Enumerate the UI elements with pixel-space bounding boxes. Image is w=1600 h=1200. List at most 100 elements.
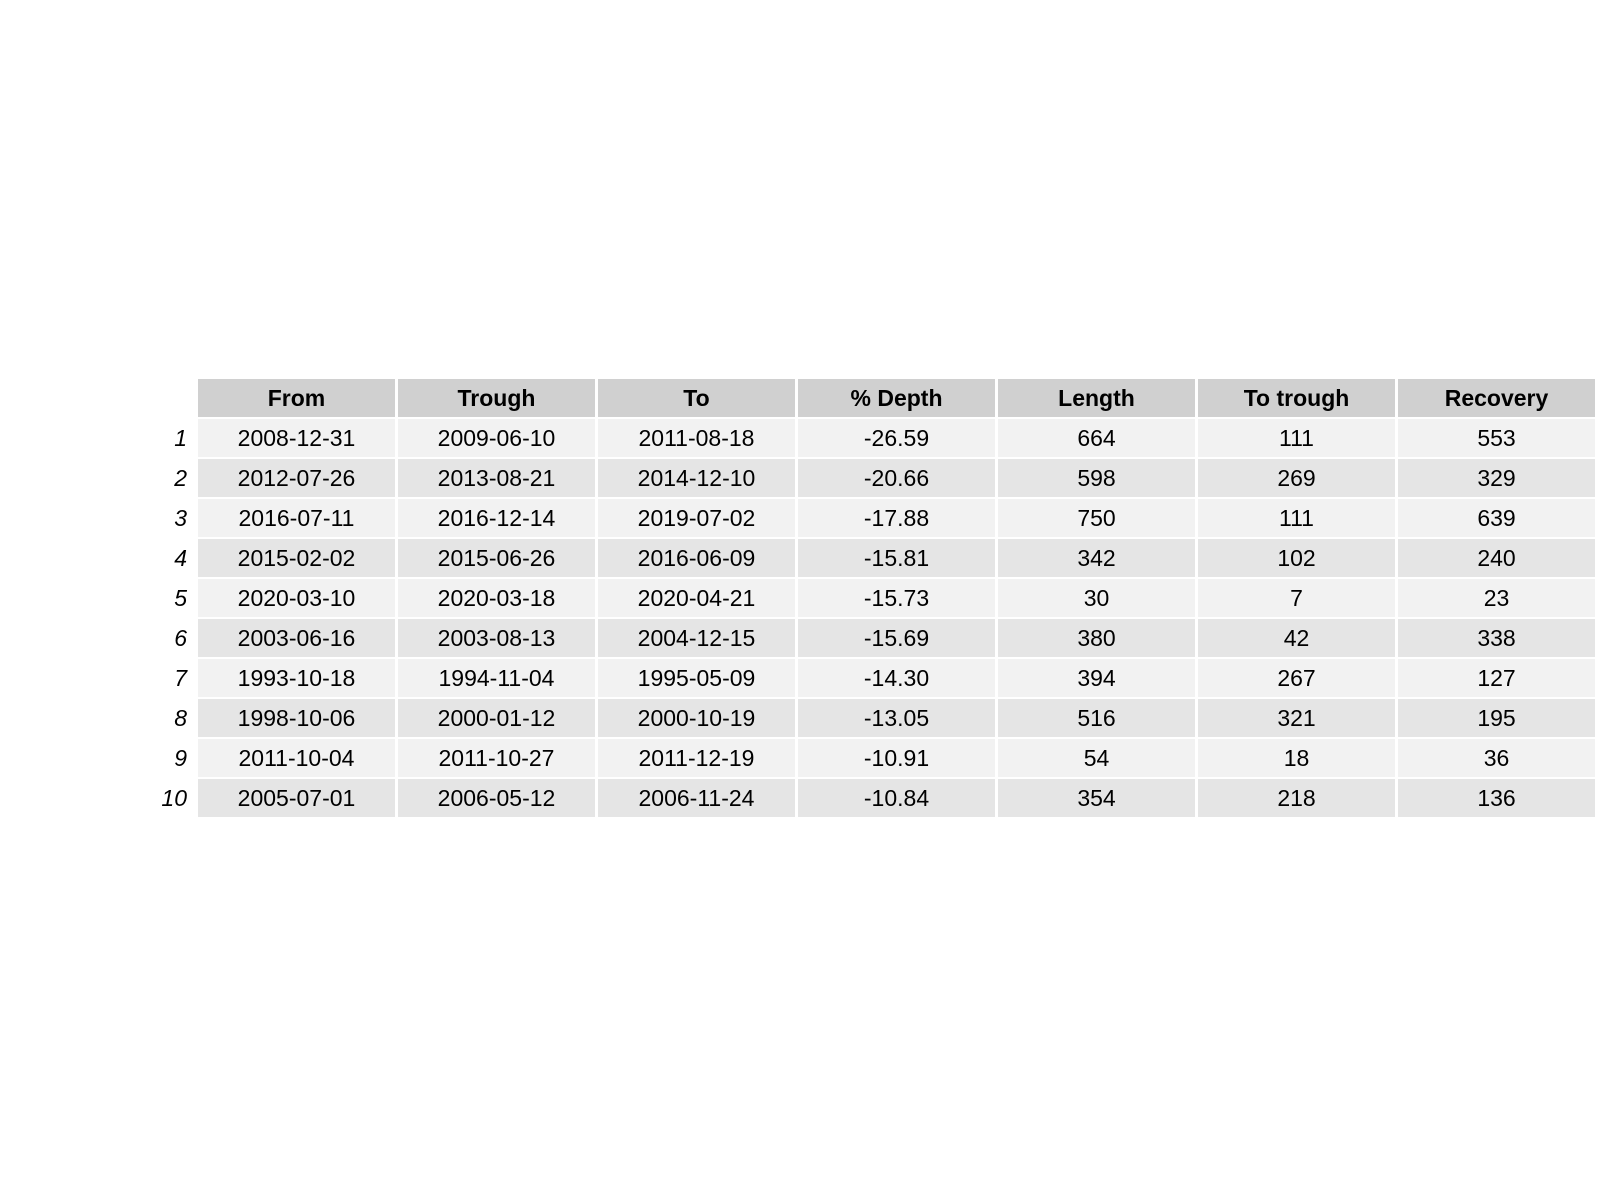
- table-body: 1 2008-12-31 2009-06-10 2011-08-18 -26.59 664…: [158, 419, 1595, 817]
- cell-depth: -10.91: [798, 739, 995, 777]
- cell-trough: 2009-06-10: [398, 419, 595, 457]
- cell-to-trough: 111: [1198, 419, 1395, 457]
- cell-to: 2020-04-21: [598, 579, 795, 617]
- row-label: 4: [174, 544, 187, 571]
- cell-length: 516: [998, 699, 1195, 737]
- cell-depth: -15.69: [798, 619, 995, 657]
- table-row: 3 2016-07-11 2016-12-14 2019-07-02 -17.88 750…: [158, 499, 1595, 537]
- cell-recovery: 23: [1398, 579, 1595, 617]
- cell-from: 2016-07-11: [198, 499, 395, 537]
- cell-trough: 2006-05-12: [398, 779, 595, 817]
- cell-to-trough: 42: [1198, 619, 1395, 657]
- cell-to-trough: 267: [1198, 659, 1395, 697]
- cell-trough: 2016-12-14: [398, 499, 595, 537]
- row-label: 5: [174, 584, 187, 611]
- cell-to: 2014-12-10: [598, 459, 795, 497]
- cell-length: 342: [998, 539, 1195, 577]
- cell-to: 2016-06-09: [598, 539, 795, 577]
- cell-trough: 1994-11-04: [398, 659, 595, 697]
- cell-recovery: 338: [1398, 619, 1595, 657]
- cell-trough: 2003-08-13: [398, 619, 595, 657]
- column-header-to-trough: To trough: [1198, 379, 1395, 417]
- row-label: 9: [174, 744, 187, 771]
- cell-recovery: 127: [1398, 659, 1595, 697]
- cell-recovery: 240: [1398, 539, 1595, 577]
- cell-from: 1998-10-06: [198, 699, 395, 737]
- column-header-trough: Trough: [398, 379, 595, 417]
- cell-depth: -20.66: [798, 459, 995, 497]
- cell-trough: 2013-08-21: [398, 459, 595, 497]
- cell-to-trough: 218: [1198, 779, 1395, 817]
- cell-to-trough: 111: [1198, 499, 1395, 537]
- cell-length: 598: [998, 459, 1195, 497]
- cell-from: 2020-03-10: [198, 579, 395, 617]
- cell-to-trough: 321: [1198, 699, 1395, 737]
- cell-length: 30: [998, 579, 1195, 617]
- cell-trough: 2020-03-18: [398, 579, 595, 617]
- cell-from: 1993-10-18: [198, 659, 395, 697]
- cell-depth: -17.88: [798, 499, 995, 537]
- cell-from: 2003-06-16: [198, 619, 395, 657]
- row-label: 7: [174, 664, 187, 691]
- column-header-from: From: [198, 379, 395, 417]
- cell-to: 2006-11-24: [598, 779, 795, 817]
- cell-recovery: 136: [1398, 779, 1595, 817]
- cell-recovery: 329: [1398, 459, 1595, 497]
- cell-depth: -15.73: [798, 579, 995, 617]
- cell-to: 2004-12-15: [598, 619, 795, 657]
- row-label: 8: [174, 704, 187, 731]
- column-header-length: Length: [998, 379, 1195, 417]
- cell-trough: 2000-01-12: [398, 699, 595, 737]
- cell-to: 2011-12-19: [598, 739, 795, 777]
- cell-from: 2012-07-26: [198, 459, 395, 497]
- table-row: 4 2015-02-02 2015-06-26 2016-06-09 -15.81 342…: [158, 539, 1595, 577]
- cell-from: 2005-07-01: [198, 779, 395, 817]
- cell-depth: -10.84: [798, 779, 995, 817]
- cell-depth: -13.05: [798, 699, 995, 737]
- cell-depth: -26.59: [798, 419, 995, 457]
- cell-to-trough: 269: [1198, 459, 1395, 497]
- table-row: 9 2011-10-04 2011-10-27 2011-12-19 -10.91 54 1…: [158, 739, 1595, 777]
- cell-length: 750: [998, 499, 1195, 537]
- cell-length: 380: [998, 619, 1195, 657]
- cell-recovery: 195: [1398, 699, 1595, 737]
- cell-to-trough: 102: [1198, 539, 1395, 577]
- column-header-recovery: Recovery: [1398, 379, 1595, 417]
- cell-to-trough: 7: [1198, 579, 1395, 617]
- table-row: 7 1993-10-18 1994-11-04 1995-05-09 -14.30 394…: [158, 659, 1595, 697]
- cell-depth: -15.81: [798, 539, 995, 577]
- table-row: 8 1998-10-06 2000-01-12 2000-10-19 -13.05 516…: [158, 699, 1595, 737]
- table-row: 6 2003-06-16 2003-08-13 2004-12-15 -15.69 380…: [158, 619, 1595, 657]
- cell-from: 2015-02-02: [198, 539, 395, 577]
- cell-recovery: 553: [1398, 419, 1595, 457]
- cell-length: 394: [998, 659, 1195, 697]
- table-row: 5 2020-03-10 2020-03-18 2020-04-21 -15.73 30 7…: [158, 579, 1595, 617]
- row-label: 10: [161, 784, 187, 811]
- cell-from: 2008-12-31: [198, 419, 395, 457]
- table-row: 2 2012-07-26 2013-08-21 2014-12-10 -20.66 598…: [158, 459, 1595, 497]
- table-row: 1 2008-12-31 2009-06-10 2011-08-18 -26.59 664…: [158, 419, 1595, 457]
- row-label: 3: [174, 504, 187, 531]
- cell-length: 354: [998, 779, 1195, 817]
- header-row: From Trough To % Depth Length To trough …: [158, 379, 1595, 417]
- cell-to: 2011-08-18: [598, 419, 795, 457]
- cell-trough: 2011-10-27: [398, 739, 595, 777]
- cell-to-trough: 18: [1198, 739, 1395, 777]
- cell-trough: 2015-06-26: [398, 539, 595, 577]
- cell-from: 2011-10-04: [198, 739, 395, 777]
- drawdown-table: From Trough To % Depth Length To trough …: [155, 377, 1598, 819]
- cell-recovery: 36: [1398, 739, 1595, 777]
- cell-to: 2000-10-19: [598, 699, 795, 737]
- cell-to: 1995-05-09: [598, 659, 795, 697]
- cell-length: 54: [998, 739, 1195, 777]
- table-row: 10 2005-07-01 2006-05-12 2006-11-24 -10.84 35…: [158, 779, 1595, 817]
- column-header-depth: % Depth: [798, 379, 995, 417]
- cell-to: 2019-07-02: [598, 499, 795, 537]
- row-label: 1: [174, 424, 187, 451]
- column-header-to: To: [598, 379, 795, 417]
- cell-length: 664: [998, 419, 1195, 457]
- row-label: 2: [174, 464, 187, 491]
- row-label: 6: [174, 624, 187, 651]
- cell-depth: -14.30: [798, 659, 995, 697]
